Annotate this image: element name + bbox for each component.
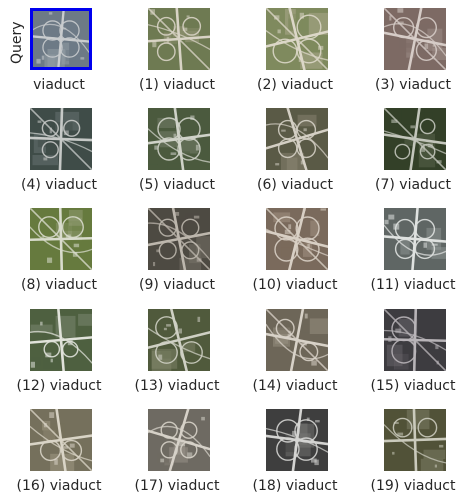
- result-cell: (12) viaduct: [0, 301, 118, 401]
- aerial-interchange-photo: [148, 8, 210, 70]
- result-image: [384, 108, 446, 170]
- result-caption: (8) viaduct: [21, 277, 97, 293]
- result-caption: (19) viaduct: [370, 478, 456, 494]
- result-image: [148, 409, 210, 471]
- result-image: [148, 8, 210, 70]
- aerial-interchange-photo: [33, 11, 89, 67]
- result-image: [266, 309, 328, 371]
- result-cell: (4) viaduct: [0, 100, 118, 200]
- result-caption: (3) viaduct: [375, 77, 451, 93]
- aerial-interchange-photo: [384, 309, 446, 371]
- result-image: [384, 409, 446, 471]
- result-cell: (19) viaduct: [354, 401, 472, 501]
- result-image: [148, 208, 210, 270]
- result-caption: (10) viaduct: [252, 277, 338, 293]
- result-image: [148, 108, 210, 170]
- aerial-interchange-photo: [148, 208, 210, 270]
- result-cell: (1) viaduct: [118, 0, 236, 100]
- result-caption: (5) viaduct: [139, 177, 215, 193]
- result-caption: (17) viaduct: [134, 478, 220, 494]
- result-image: [266, 208, 328, 270]
- result-cell: (6) viaduct: [236, 100, 354, 200]
- aerial-interchange-photo: [30, 108, 92, 170]
- result-image: [384, 8, 446, 70]
- result-cell: (15) viaduct: [354, 301, 472, 401]
- result-cell: (8) viaduct: [0, 200, 118, 300]
- result-cell: (10) viaduct: [236, 200, 354, 300]
- aerial-interchange-photo: [266, 409, 328, 471]
- aerial-interchange-photo: [266, 309, 328, 371]
- result-caption: (7) viaduct: [375, 177, 451, 193]
- result-caption: (15) viaduct: [370, 378, 456, 394]
- result-image: [148, 309, 210, 371]
- result-caption: (1) viaduct: [139, 77, 215, 93]
- result-image: [266, 108, 328, 170]
- result-cell: (14) viaduct: [236, 301, 354, 401]
- result-cell: (16) viaduct: [0, 401, 118, 501]
- result-caption: (11) viaduct: [370, 277, 456, 293]
- aerial-interchange-photo: [148, 409, 210, 471]
- result-cell: (2) viaduct: [236, 0, 354, 100]
- result-cell: (13) viaduct: [118, 301, 236, 401]
- result-caption: (18) viaduct: [252, 478, 338, 494]
- result-caption: (4) viaduct: [21, 177, 97, 193]
- aerial-interchange-photo: [148, 108, 210, 170]
- aerial-interchange-photo: [384, 409, 446, 471]
- query-cell: viaduct: [0, 0, 118, 100]
- aerial-interchange-photo: [384, 8, 446, 70]
- result-cell: (7) viaduct: [354, 100, 472, 200]
- query-caption: viaduct: [33, 77, 85, 93]
- result-image: [30, 409, 92, 471]
- result-image: [384, 208, 446, 270]
- aerial-interchange-photo: [148, 309, 210, 371]
- aerial-interchange-photo: [30, 309, 92, 371]
- result-image: [384, 309, 446, 371]
- aerial-interchange-photo: [266, 108, 328, 170]
- result-image: [30, 309, 92, 371]
- result-caption: (12) viaduct: [16, 378, 102, 394]
- aerial-interchange-photo: [384, 208, 446, 270]
- result-caption: (6) viaduct: [257, 177, 333, 193]
- result-caption: (13) viaduct: [134, 378, 220, 394]
- aerial-interchange-photo: [266, 8, 328, 70]
- aerial-interchange-photo: [30, 409, 92, 471]
- result-image: [30, 108, 92, 170]
- result-caption: (2) viaduct: [257, 77, 333, 93]
- result-image: [30, 208, 92, 270]
- result-cell: (3) viaduct: [354, 0, 472, 100]
- result-caption: (9) viaduct: [139, 277, 215, 293]
- query-image: [30, 8, 92, 70]
- result-cell: (17) viaduct: [118, 401, 236, 501]
- aerial-interchange-photo: [384, 108, 446, 170]
- result-cell: (9) viaduct: [118, 200, 236, 300]
- result-image: [266, 8, 328, 70]
- query-side-label: Query: [9, 21, 25, 64]
- result-image: [266, 409, 328, 471]
- result-caption: (16) viaduct: [16, 478, 102, 494]
- aerial-interchange-photo: [266, 208, 328, 270]
- result-cell: (5) viaduct: [118, 100, 236, 200]
- result-cell: (18) viaduct: [236, 401, 354, 501]
- result-cell: (11) viaduct: [354, 200, 472, 300]
- result-caption: (14) viaduct: [252, 378, 338, 394]
- aerial-interchange-photo: [30, 208, 92, 270]
